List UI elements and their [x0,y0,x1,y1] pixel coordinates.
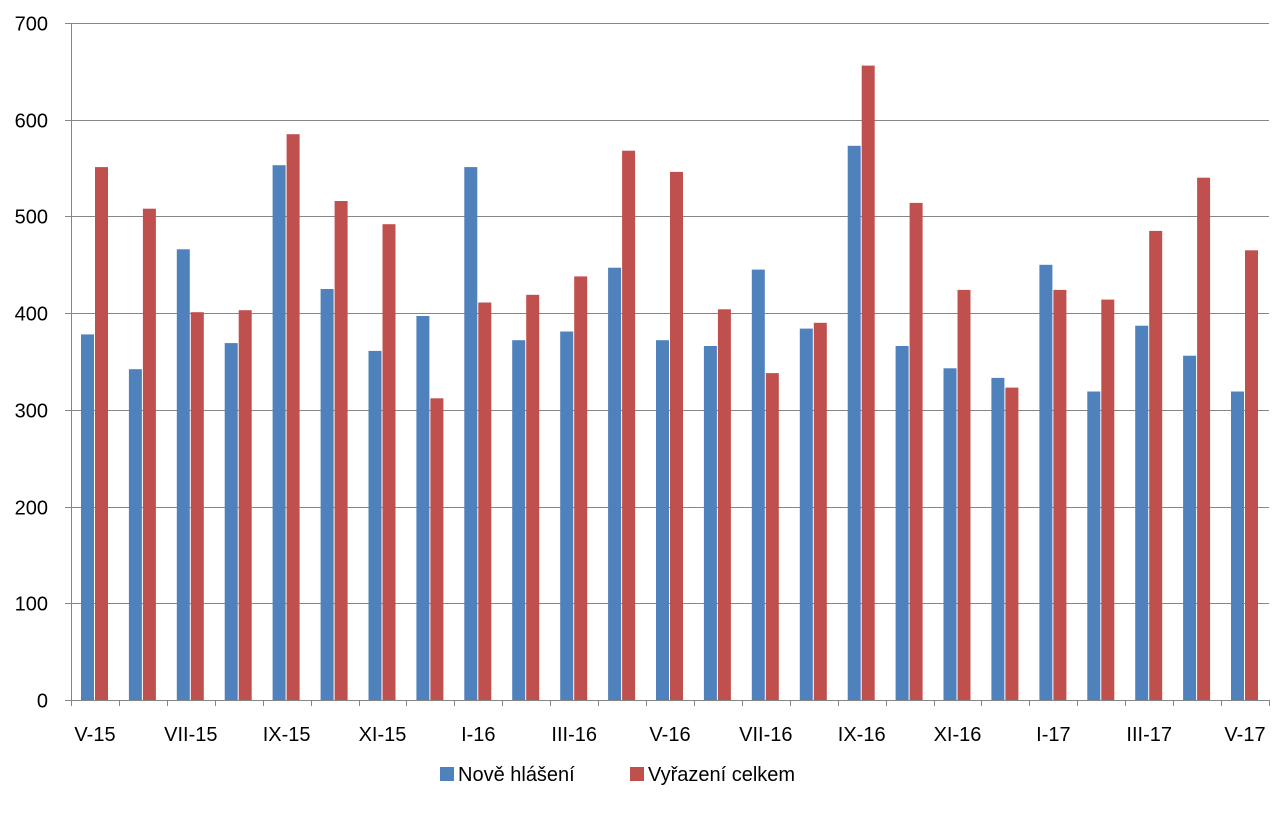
x-tick-label: XI-16 [934,724,982,746]
x-tick-label: VII-16 [739,724,792,746]
legend-swatch-nove-hlaseni [440,767,454,781]
x-tick-label: V-15 [74,724,115,746]
y-tick-label: 500 [15,207,48,229]
axes [65,23,1270,706]
bar-nove-hlaseni [512,340,526,700]
bar-vyrazeni-celkem [190,312,204,700]
bar-nove-hlaseni [560,331,574,700]
bar-nove-hlaseni [751,269,765,700]
bar-vyrazeni-celkem [1053,289,1067,700]
bar-vyrazeni-celkem [670,171,683,700]
bar-vyrazeni-celkem [334,201,348,700]
bar-nove-hlaseni [464,167,478,701]
bar-vyrazeni-celkem [95,167,108,701]
x-tick-label: III-17 [1126,724,1172,746]
bar-vyrazeni-celkem [1197,177,1211,700]
bar-vyrazeni-celkem [622,150,636,700]
bar-nove-hlaseni [368,350,382,700]
bar-vyrazeni-celkem [861,65,875,701]
bar-nove-hlaseni [272,165,286,700]
y-tick-label: 0 [37,691,48,713]
bar-nove-hlaseni [943,368,957,700]
bar-nove-hlaseni [847,145,861,701]
bar-vyrazeni-celkem [1245,250,1258,701]
bar-vyrazeni-celkem [813,322,827,700]
x-tick-label: V-17 [1224,724,1265,746]
bar-nove-hlaseni [176,249,190,701]
bar-vyrazeni-celkem [382,224,396,700]
bar-nove-hlaseni [81,334,94,700]
legend-label-nove-hlaseni: Nově hlášení [458,764,575,786]
bar-vyrazeni-celkem [238,310,252,700]
legend-swatch-vyrazeni-celkem [630,767,644,781]
bar-nove-hlaseni [656,340,669,700]
x-tick-label: I-17 [1036,724,1070,746]
bar-nove-hlaseni [895,346,909,700]
x-tick-labels: V-15 VII-15 IX-15 XI-15 I-16 III-16 V-16 VII-16… [74,724,1265,746]
bar-nove-hlaseni [128,369,142,700]
bar-nove-hlaseni [991,377,1005,700]
y-tick-label: 300 [15,401,48,423]
legend-label-vyrazeni-celkem: Vyřazení celkem [648,764,795,786]
y-tick-labels: 0 100 200 300 400 500 600 700 [15,14,48,713]
bar-vyrazeni-celkem [1149,230,1163,700]
bar-vyrazeni-celkem [142,208,156,700]
bar-vyrazeni-celkem [717,309,731,700]
bar-vyrazeni-celkem [1005,387,1019,700]
x-tick-label: VII-15 [164,724,217,746]
y-tick-label: 600 [15,111,48,133]
bar-vyrazeni-celkem [1101,299,1115,700]
bar-nove-hlaseni [320,289,334,700]
x-tick-label: III-16 [551,724,597,746]
y-tick-label: 200 [15,498,48,520]
bar-nove-hlaseni [224,343,238,700]
bar-nove-hlaseni [608,267,622,700]
bar-nove-hlaseni [416,316,430,700]
y-tick-label: 400 [15,304,48,326]
y-tick-label: 700 [15,14,48,36]
bars [81,65,1258,701]
bar-nove-hlaseni [1039,264,1053,700]
bar-vyrazeni-celkem [526,294,540,700]
bar-vyrazeni-celkem [957,289,971,700]
bar-nove-hlaseni [1087,391,1101,700]
x-tick-label: V-16 [649,724,690,746]
bar-nove-hlaseni [1231,391,1244,700]
legend: Nově hlášení Vyřazení celkem [440,764,795,786]
bar-vyrazeni-celkem [478,302,492,700]
bar-nove-hlaseni [703,346,717,700]
y-tick-label: 100 [15,594,48,616]
bar-nove-hlaseni [799,328,813,700]
bar-vyrazeni-celkem [430,398,444,700]
bar-vyrazeni-celkem [765,373,779,700]
bar-nove-hlaseni [1183,355,1197,700]
x-tick-label: I-16 [461,724,495,746]
bar-vyrazeni-celkem [286,134,300,700]
bar-nove-hlaseni [1135,325,1149,700]
x-tick-label: IX-16 [838,724,886,746]
x-tick-label: IX-15 [263,724,311,746]
bar-vyrazeni-celkem [909,202,923,700]
bar-vyrazeni-celkem [574,276,588,700]
x-tick-label: XI-15 [359,724,407,746]
